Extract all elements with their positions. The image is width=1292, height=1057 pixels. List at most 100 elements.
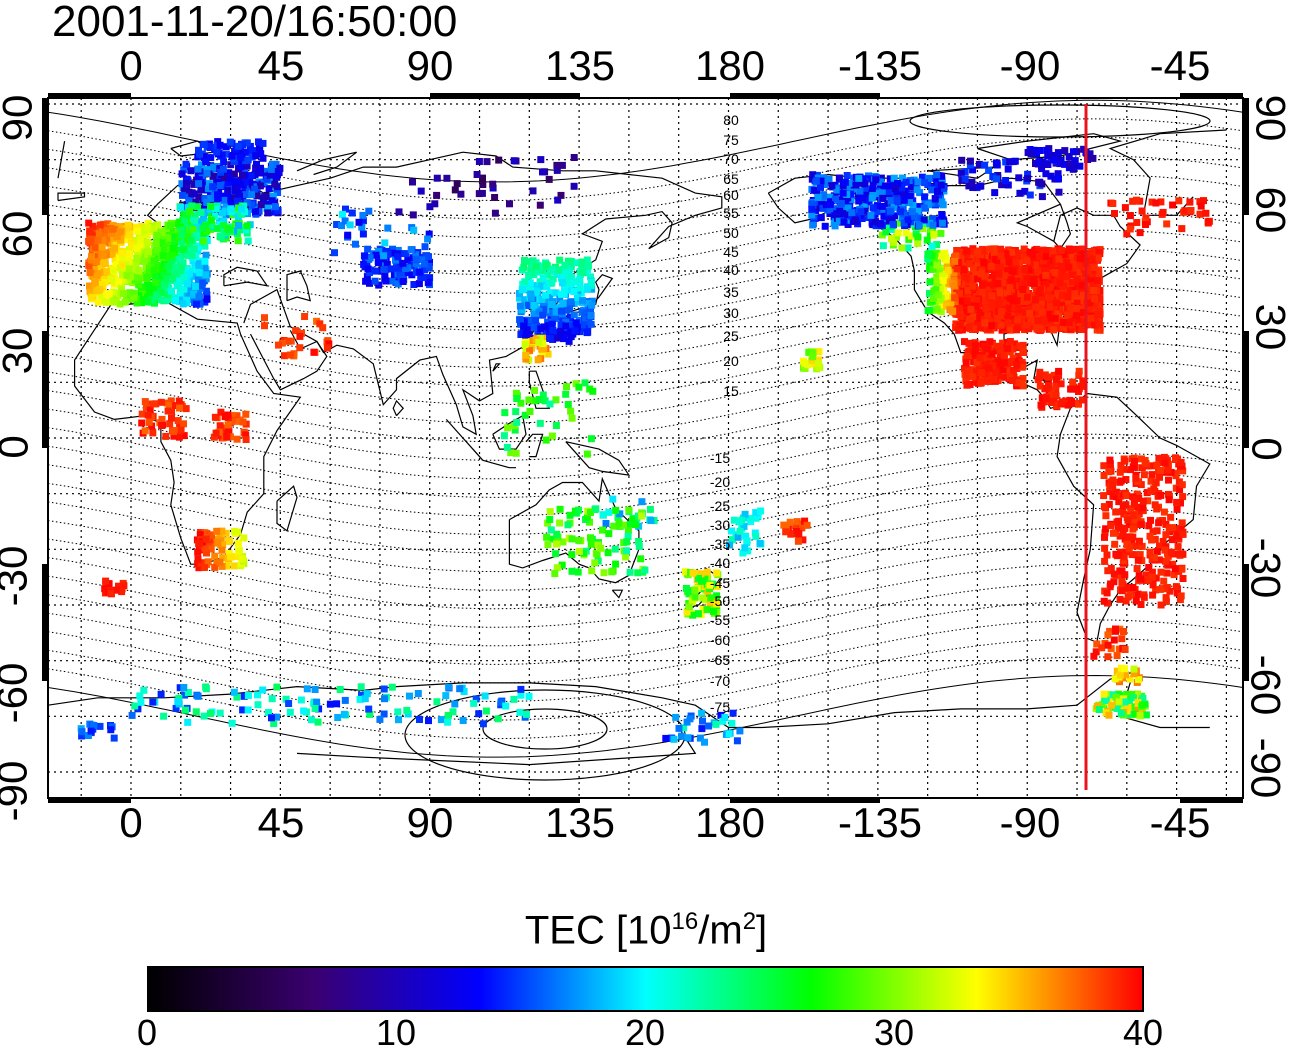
tec-cell: [526, 279, 534, 287]
tec-cell: [1148, 198, 1156, 206]
tec-cell: [263, 201, 271, 208]
tec-cell: [206, 144, 214, 151]
tec-cell: [143, 404, 150, 412]
coastline-segment: [286, 270, 312, 302]
tec-cell: [703, 568, 711, 576]
tec-cell: [144, 282, 152, 289]
tec-cell: [610, 522, 618, 530]
tec-cell: [1149, 591, 1157, 599]
tec-cell: [518, 306, 526, 314]
tec-cell: [1111, 210, 1118, 217]
contour-line: [48, 563, 1243, 647]
tec-cell: [185, 270, 193, 278]
tec-cell: [226, 138, 234, 146]
tec-cell: [1132, 597, 1140, 605]
tec-cell: [756, 539, 764, 547]
tec-cell: [1179, 493, 1187, 501]
tec-cell: [921, 193, 929, 201]
tec-cell: [1024, 175, 1032, 183]
tec-cell: [252, 152, 260, 160]
tec-cell: [426, 203, 434, 211]
tec-cell: [216, 141, 224, 149]
tec-cell: [119, 271, 127, 279]
tec-cell: [1121, 646, 1129, 653]
tec-cell: [1120, 553, 1128, 561]
tec-cell: [1152, 479, 1160, 487]
tec-cell: [179, 259, 187, 267]
tec-cell: [227, 205, 235, 213]
tec-cell: [1124, 533, 1132, 541]
tec-cell: [539, 391, 547, 399]
tec-cell: [273, 173, 281, 181]
tec-cell: [182, 405, 190, 413]
tec-cell: [553, 564, 561, 572]
tec-cell: [136, 241, 144, 249]
tec-cell: [1123, 230, 1131, 238]
tec-cell: [1018, 363, 1026, 371]
tec-cell: [622, 553, 630, 561]
tec-cell: [195, 293, 203, 301]
tec-cell: [164, 290, 172, 298]
tec-cell: [453, 180, 461, 188]
coastline-segment: [276, 485, 298, 532]
tec-cell: [1159, 208, 1167, 216]
tec-cell: [240, 534, 248, 542]
tec-cell: [836, 207, 844, 215]
tec-cell: [230, 194, 238, 202]
tec-cell: [1159, 538, 1167, 545]
tec-cell: [566, 511, 574, 519]
coastline-segment: [57, 192, 86, 202]
tec-cell: [228, 411, 236, 419]
tec-cell: [196, 300, 204, 308]
tec-cell: [404, 710, 412, 718]
tec-cell: [539, 340, 547, 348]
tec-cell: [1060, 282, 1068, 290]
tec-cell: [994, 359, 1002, 367]
tec-cell: [521, 296, 529, 304]
tec-cell: [522, 355, 530, 363]
tec-cell: [145, 419, 153, 426]
tec-cell: [237, 154, 245, 161]
tec-cell: [942, 256, 950, 264]
tec-cell: [820, 191, 828, 199]
tec-cell: [419, 274, 427, 282]
tec-cell: [152, 243, 160, 251]
tec-cell: [1048, 399, 1056, 406]
tec-cell: [728, 527, 735, 535]
tec-cell: [113, 233, 121, 240]
tec-cell: [126, 265, 133, 273]
tec-cell: [257, 164, 264, 172]
tec-cell: [856, 187, 864, 195]
tec-cell: [1173, 498, 1181, 506]
tec-cell: [834, 186, 841, 194]
tec-cell: [1007, 359, 1015, 367]
tec-cell: [1106, 460, 1114, 468]
tec-cell: [558, 161, 566, 169]
tec-cell: [1127, 505, 1135, 513]
tec-cell: [265, 185, 273, 193]
tec-cell: [1014, 353, 1022, 360]
tec-cell: [366, 254, 374, 262]
tec-cell: [867, 211, 875, 219]
tec-cell: [961, 168, 969, 176]
tec-cell: [211, 212, 219, 220]
tec-cell: [925, 307, 933, 314]
tec-cell: [959, 265, 967, 273]
tec-cell: [571, 327, 579, 335]
tec-cell: [928, 242, 936, 250]
tec-cell: [163, 296, 171, 304]
tec-cell: [116, 228, 124, 236]
tec-cell: [158, 239, 166, 247]
tec-cell: [562, 322, 570, 330]
tec-cell: [933, 261, 941, 269]
tec-cell: [146, 262, 154, 270]
tec-cell: [272, 160, 280, 168]
tec-cell: [1023, 257, 1031, 265]
tec-cell: [207, 216, 215, 224]
tec-cell: [396, 271, 404, 279]
tec-cell: [483, 158, 491, 166]
tec-cell: [971, 354, 979, 362]
tec-cell: [886, 175, 894, 183]
tec-cell: [1038, 193, 1046, 201]
tec-cell: [548, 432, 556, 440]
